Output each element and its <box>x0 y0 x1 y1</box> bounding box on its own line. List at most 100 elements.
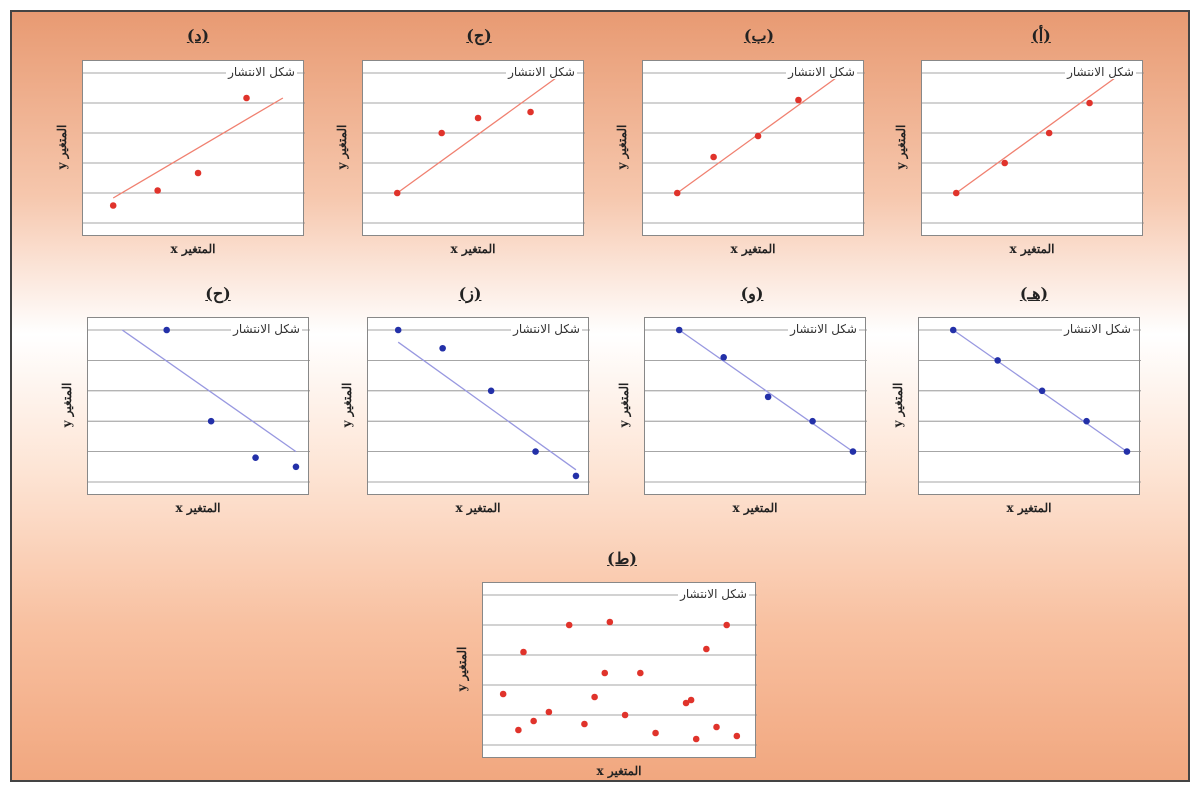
data-point <box>487 387 495 395</box>
data-point <box>1083 417 1090 425</box>
x-axis-label: المتغير x <box>1009 242 1055 256</box>
x-axis-label: المتغير x <box>455 501 501 515</box>
y-axis-label: المتغير y <box>891 382 905 428</box>
data-point <box>1001 159 1009 167</box>
data-point <box>994 357 1001 364</box>
data-point <box>687 696 695 704</box>
data-point <box>1086 99 1093 107</box>
trendline <box>397 341 577 471</box>
data-point <box>527 108 534 116</box>
data-point <box>530 717 537 725</box>
x-axis-label: المتغير x <box>170 242 216 256</box>
scatter-chart-b: شكل الانتشار <box>642 60 865 236</box>
data-point <box>438 129 445 137</box>
data-point <box>243 94 250 102</box>
data-point <box>710 153 717 161</box>
data-point <box>809 417 816 425</box>
y-axis-label: المتغير y <box>340 382 354 428</box>
y-axis-label: المتغير y <box>60 382 74 428</box>
scatter-plot-svg <box>483 594 757 746</box>
data-point <box>621 711 629 719</box>
data-point <box>572 472 580 480</box>
chart-inner-title: شكل الانتشار <box>788 322 859 336</box>
data-point <box>1123 448 1131 455</box>
data-point <box>703 645 710 653</box>
y-axis-label: المتغير y <box>615 124 629 170</box>
data-point <box>764 393 772 401</box>
data-point <box>163 326 170 334</box>
data-point <box>849 448 857 455</box>
data-point <box>252 454 259 461</box>
plot-label-b: (ب) <box>743 26 775 45</box>
data-point <box>499 690 507 698</box>
chart-inner-title: شكل الانتشار <box>786 65 857 79</box>
figure-panel: (د) (ج) (ب) (أ) شكل الانتشار شكل الانتشا… <box>10 10 1190 782</box>
trendline <box>955 72 1123 194</box>
trendline <box>112 97 284 199</box>
data-point <box>581 720 588 728</box>
y-axis-label: المتغير y <box>894 124 908 170</box>
data-point <box>532 448 539 455</box>
data-point <box>109 202 117 209</box>
data-point <box>474 114 482 122</box>
chart-inner-title: شكل الانتشار <box>511 322 582 336</box>
scatter-plot-svg <box>645 326 867 483</box>
y-axis-label: المتغير y <box>617 382 631 428</box>
data-point <box>652 729 659 737</box>
plot-label-h: (ح) <box>205 284 231 303</box>
data-point <box>515 726 522 734</box>
trendline <box>678 329 854 453</box>
plot-label-f: (و) <box>740 284 764 303</box>
y-axis-label: المتغير y <box>55 124 69 170</box>
chart-inner-title: شكل الانتشار <box>226 65 297 79</box>
plot-label-a: (أ) <box>1031 26 1051 45</box>
data-point <box>591 693 598 701</box>
data-point <box>720 354 727 361</box>
chart-inner-title: شكل الانتشار <box>231 322 302 336</box>
data-point <box>692 735 700 743</box>
trendline <box>396 72 564 194</box>
scatter-chart-d: شكل الانتشار <box>82 60 305 236</box>
x-axis-label: المتغير x <box>450 242 496 256</box>
scatter-chart-c: شكل الانتشار <box>362 60 585 236</box>
scatter-chart-a: شكل الانتشار <box>921 60 1144 236</box>
scatter-chart-f: شكل الانتشار <box>644 317 867 495</box>
trendline <box>121 329 297 453</box>
data-point <box>754 132 762 140</box>
data-point <box>520 648 527 656</box>
data-point <box>673 189 681 197</box>
data-point <box>723 621 730 629</box>
trendline <box>676 72 844 194</box>
y-axis-label: المتغير y <box>335 124 349 170</box>
data-point <box>1038 387 1046 395</box>
data-point <box>682 699 690 707</box>
data-point <box>795 96 802 104</box>
data-point <box>154 187 161 194</box>
scatter-plot-svg <box>368 326 590 483</box>
data-point <box>1045 129 1053 137</box>
data-point <box>601 669 609 677</box>
scatter-chart-h: شكل الانتشار <box>87 317 310 495</box>
data-point <box>733 732 741 740</box>
x-axis-label: المتغير x <box>730 242 776 256</box>
data-point <box>194 169 202 177</box>
data-point <box>545 708 553 716</box>
data-point <box>439 344 446 352</box>
scatter-plot-svg <box>88 326 310 483</box>
scatter-chart-g: شكل الانتشار <box>367 317 590 495</box>
y-axis-label: المتغير y <box>455 646 469 692</box>
data-point <box>713 723 720 731</box>
plot-label-g: (ز) <box>458 284 482 303</box>
chart-inner-title: شكل الانتشار <box>1062 322 1133 336</box>
x-axis-label: المتغير x <box>732 501 778 515</box>
data-point <box>565 621 573 629</box>
x-axis-label: المتغير x <box>175 501 221 515</box>
plot-label-e: (هـ) <box>1019 284 1049 303</box>
plot-label-d: (د) <box>186 26 210 45</box>
chart-inner-title: شكل الانتشار <box>506 65 577 79</box>
data-point <box>292 463 300 471</box>
data-point <box>394 326 402 334</box>
chart-inner-title: شكل الانتشار <box>1065 65 1136 79</box>
x-axis-label: المتغير x <box>1006 501 1052 515</box>
scatter-chart-e: شكل الانتشار <box>918 317 1141 495</box>
